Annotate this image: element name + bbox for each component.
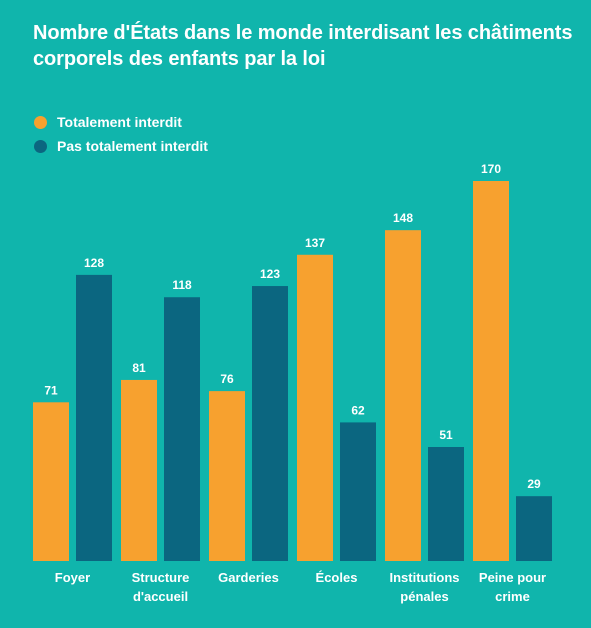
bar-2-series-1 bbox=[252, 286, 288, 561]
value-label-5-series-1: 29 bbox=[527, 477, 541, 491]
bar-2-series-0 bbox=[209, 391, 245, 561]
chart-title: Nombre d'États dans le monde interdisant… bbox=[33, 22, 573, 70]
legend-label-series-0: Totalement interdit bbox=[57, 114, 182, 130]
value-label-2-series-1: 123 bbox=[260, 267, 280, 281]
category-label-3: Écoles bbox=[316, 570, 358, 585]
legend-item-series-0: Totalement interdit bbox=[34, 110, 334, 134]
bar-3-series-0 bbox=[297, 254, 333, 561]
bar-4-series-1 bbox=[428, 447, 464, 561]
value-label-4-series-1: 51 bbox=[439, 428, 453, 442]
category-label-1: Structure d'accueil bbox=[132, 570, 190, 604]
value-label-4-series-0: 148 bbox=[393, 211, 413, 225]
value-label-2-series-0: 76 bbox=[220, 372, 234, 386]
category-label-5: Peine pour crime bbox=[479, 570, 546, 604]
bar-5-series-0 bbox=[473, 181, 509, 561]
category-label-2: Garderies bbox=[218, 570, 279, 585]
value-label-1-series-0: 81 bbox=[132, 361, 146, 375]
bar-0-series-0 bbox=[33, 402, 69, 561]
value-label-5-series-0: 170 bbox=[481, 162, 501, 176]
bar-4-series-0 bbox=[385, 230, 421, 562]
value-label-3-series-0: 137 bbox=[305, 236, 325, 250]
legend-item-series-1: Pas totalement interdit bbox=[34, 134, 334, 158]
legend-swatch-series-0 bbox=[34, 115, 47, 129]
value-label-1-series-1: 118 bbox=[172, 278, 192, 292]
bar-1-series-0 bbox=[121, 379, 157, 561]
bar-3-series-1 bbox=[340, 422, 376, 561]
bar-5-series-1 bbox=[516, 496, 552, 561]
value-label-0-series-1: 128 bbox=[84, 256, 104, 270]
legend-label-series-1: Pas totalement interdit bbox=[57, 138, 208, 154]
value-label-3-series-1: 62 bbox=[351, 403, 365, 417]
value-label-0-series-0: 71 bbox=[44, 383, 58, 397]
legend-swatch-series-1 bbox=[34, 139, 47, 153]
bar-0-series-1 bbox=[76, 274, 112, 561]
category-label-0: Foyer bbox=[55, 570, 90, 585]
category-label-4: Institutions pénales bbox=[389, 570, 459, 604]
legend: Totalement interdit Pas totalement inter… bbox=[34, 110, 334, 158]
bar-1-series-1 bbox=[164, 297, 200, 561]
